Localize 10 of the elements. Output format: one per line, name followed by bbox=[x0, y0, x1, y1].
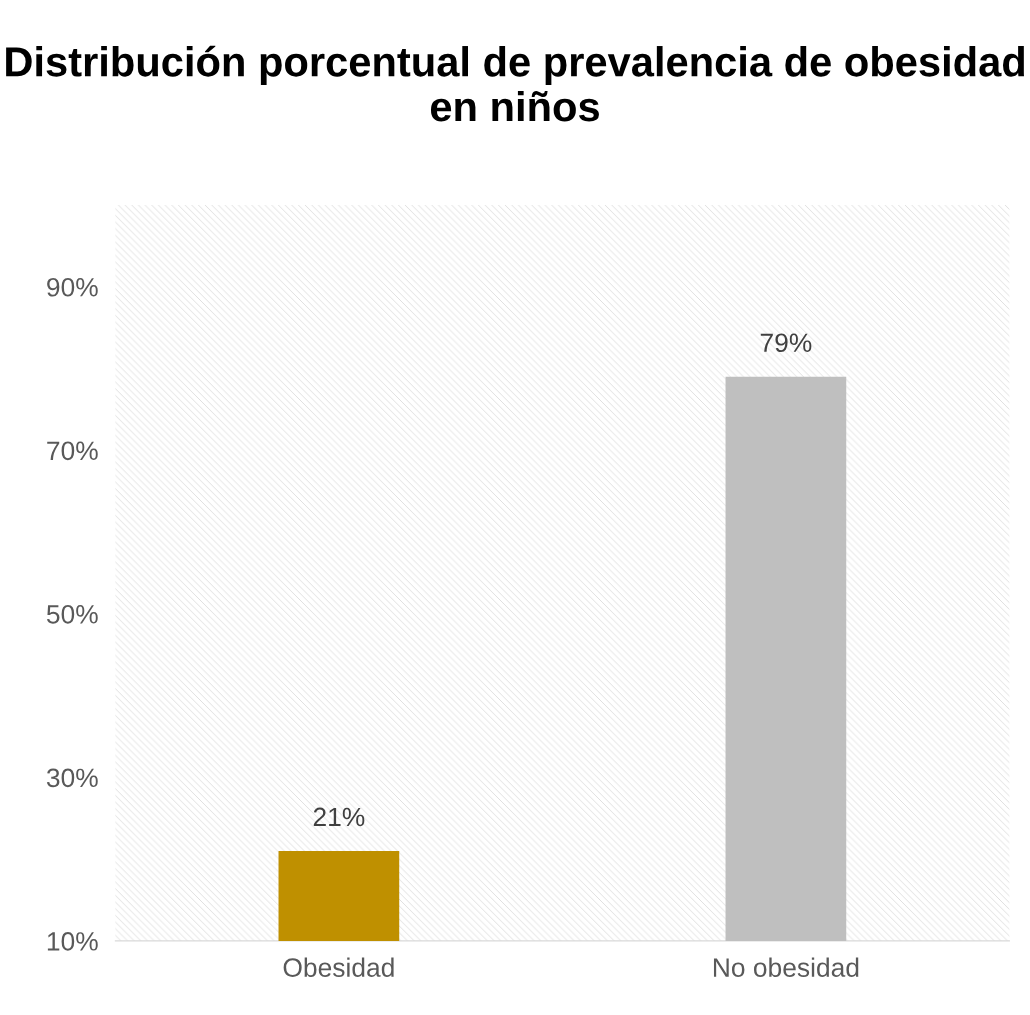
data-label: 79% bbox=[760, 333, 812, 353]
data-label: 21% bbox=[313, 807, 365, 827]
y-tick-label: 30% bbox=[46, 768, 98, 788]
x-tick-label: No obesidad bbox=[713, 957, 859, 977]
y-tick-label: 50% bbox=[46, 604, 98, 624]
chart-title: Distribución porcentual de prevalencia de obesidad en niños bbox=[6, 45, 1024, 122]
y-tick-label: 70% bbox=[47, 441, 98, 461]
y-tick-label: 90% bbox=[47, 277, 98, 297]
x-tick-label: Obesidad bbox=[283, 957, 394, 977]
y-tick-label: 10% bbox=[47, 932, 98, 951]
